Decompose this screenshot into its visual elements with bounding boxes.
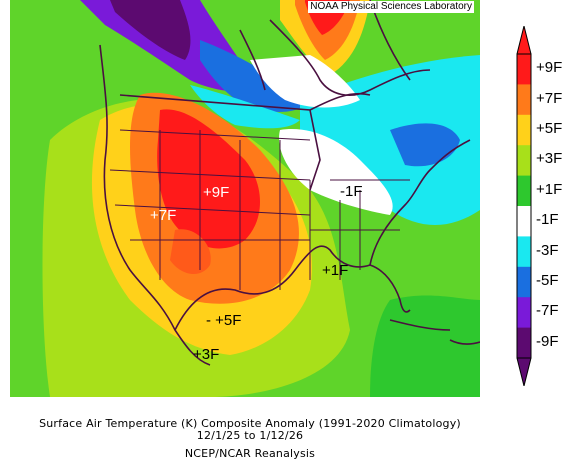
map-label-plus1: +1F bbox=[322, 262, 348, 279]
colorbar-label: +9F bbox=[536, 59, 563, 77]
colorbar-segment bbox=[517, 54, 531, 85]
colorbar-segment bbox=[517, 206, 531, 237]
colorbar-segment bbox=[517, 114, 531, 146]
map-label-minus1: -1F bbox=[340, 183, 363, 200]
colorbar-label: +7F bbox=[536, 89, 563, 107]
colorbar-segment bbox=[517, 327, 531, 359]
contour-minus1-region bbox=[279, 129, 393, 215]
caption-title: Surface Air Temperature (K) Composite An… bbox=[39, 417, 461, 430]
colorbar bbox=[516, 26, 532, 386]
colorbar-label: +1F bbox=[536, 180, 563, 198]
colorbar-label: +3F bbox=[536, 150, 563, 168]
colorbar-label: -5F bbox=[536, 272, 559, 289]
colorbar-label: -1F bbox=[536, 211, 559, 229]
caption-dates: 12/1/25 to 1/12/26 bbox=[196, 429, 304, 442]
map-label-plus9: +9F bbox=[203, 184, 229, 201]
colorbar-label: +5F bbox=[536, 120, 563, 137]
colorbar-segment bbox=[517, 236, 531, 268]
colorbar-label: -9F bbox=[536, 332, 559, 350]
source-credit: NOAA Physical Sciences Laboratory bbox=[308, 1, 474, 13]
colorbar-segment bbox=[517, 297, 531, 329]
map-label-plus7: +7F bbox=[150, 207, 176, 224]
state-borders bbox=[109, 129, 410, 290]
map-label-plus5: - +5F bbox=[206, 312, 241, 329]
colorbar-segment bbox=[517, 266, 531, 298]
colorbar-segment bbox=[517, 175, 531, 207]
caption-dataset: NCEP/NCAR Reanalysis bbox=[184, 447, 316, 460]
anomaly-map: +9F +7F -1F +1F - +5F +3F bbox=[10, 0, 480, 397]
colorbar-top-arrow bbox=[517, 26, 531, 54]
contour-plus9-region bbox=[157, 109, 260, 249]
colorbar-segment bbox=[517, 84, 531, 116]
map-label-plus3: +3F bbox=[193, 346, 219, 363]
colorbar-label: -3F bbox=[536, 241, 559, 259]
colorbar-bottom-arrow bbox=[517, 358, 531, 386]
colorbar-label: -7F bbox=[536, 302, 559, 320]
colorbar-segment bbox=[517, 145, 531, 177]
